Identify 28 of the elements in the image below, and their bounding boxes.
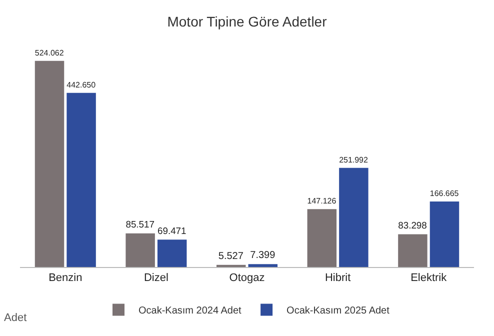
bar [248,264,278,267]
x-tick-label: Dizel [144,272,168,284]
legend-label: Ocak-Kasım 2024 Adet [138,306,242,317]
bar [339,168,368,267]
x-tick-label: Otogaz [229,272,265,284]
data-label: 147.126 [307,196,337,206]
chart-title: Motor Tipine Göre Adetler [167,14,328,30]
data-label: 85.517 [126,218,154,230]
bar [307,209,337,267]
data-label: 7.399 [250,250,276,262]
data-label: 69.471 [157,224,186,236]
data-label: 524.062 [34,48,64,58]
data-label: 166.665 [430,189,460,198]
bar [157,240,187,267]
x-tick-label: Hibrit [324,272,351,284]
bar [430,201,460,267]
text: Adet [4,312,27,324]
x-tick-label: Elektrik [410,272,448,284]
x-tick-label: Benzin [48,272,82,284]
bar [398,234,428,267]
data-label: 83.298 [398,219,427,230]
legend-label: Ocak-Kasım 2025 Adet [286,306,390,317]
data-label: 442.650 [66,80,96,90]
data-label: 5.527 [218,250,244,262]
bar [126,233,155,267]
data-label: 251.992 [339,155,368,164]
bar [34,60,64,267]
bar [66,92,96,267]
